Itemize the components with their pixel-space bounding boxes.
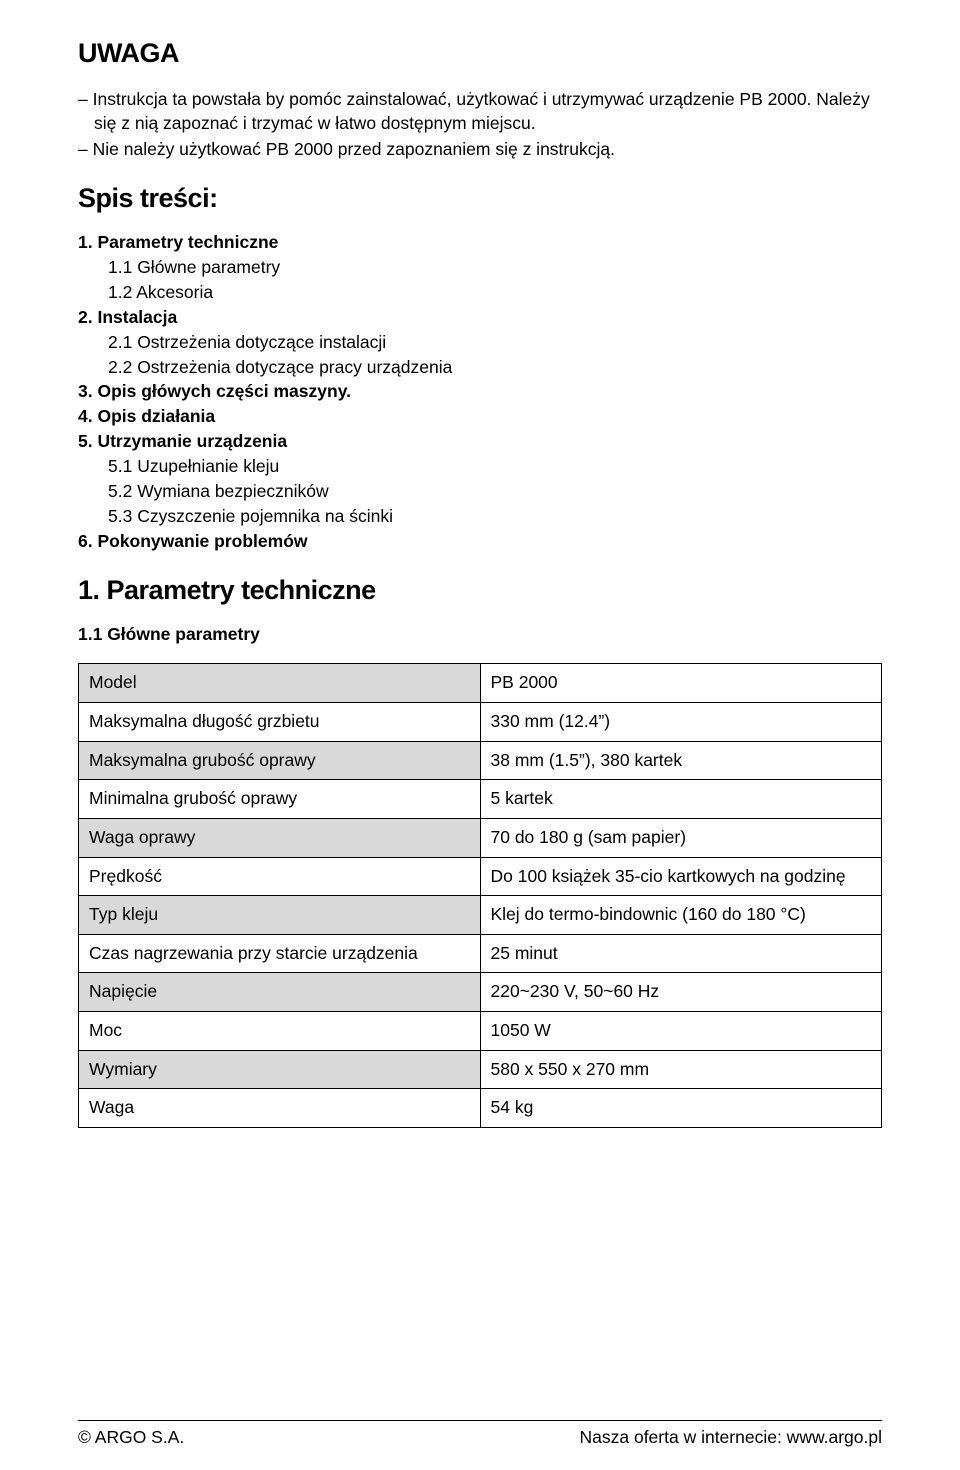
toc-item-l2: 1.1 Główne parametry — [78, 255, 882, 280]
toc-list: 1. Parametry techniczne1.1 Główne parame… — [78, 230, 882, 553]
table-row: Czas nagrzewania przy starcie urządzenia… — [79, 934, 882, 973]
param-value: 220~230 V, 50~60 Hz — [480, 973, 882, 1012]
page-footer: © ARGO S.A. Nasza oferta w internecie: w… — [78, 1420, 882, 1448]
section-1-1-heading: 1.1 Główne parametry — [78, 624, 882, 645]
param-value: 54 kg — [480, 1089, 882, 1128]
table-row: Typ klejuKlej do termo-bindownic (160 do… — [79, 896, 882, 935]
parameters-table: ModelPB 2000Maksymalna długość grzbietu3… — [78, 663, 882, 1128]
toc-item-l1: 4. Opis działania — [78, 404, 882, 429]
footer-left: © ARGO S.A. — [78, 1427, 184, 1448]
uwaga-list: Instrukcja ta powstała by pomóc zainstal… — [78, 87, 882, 161]
table-row: Waga oprawy70 do 180 g (sam papier) — [79, 818, 882, 857]
param-value: 580 x 550 x 270 mm — [480, 1050, 882, 1089]
toc-item-l1: 1. Parametry techniczne — [78, 230, 882, 255]
param-value: 1050 W — [480, 1012, 882, 1051]
toc-heading: Spis treści: — [78, 183, 882, 214]
param-label: Prędkość — [79, 857, 481, 896]
param-value: 330 mm (12.4”) — [480, 703, 882, 742]
toc-item-l2: 1.2 Akcesoria — [78, 280, 882, 305]
param-label: Typ kleju — [79, 896, 481, 935]
toc-item-l1: 3. Opis główych części maszyny. — [78, 379, 882, 404]
param-label: Waga — [79, 1089, 481, 1128]
table-row: Moc1050 W — [79, 1012, 882, 1051]
uwaga-item: Instrukcja ta powstała by pomóc zainstal… — [78, 87, 882, 135]
param-value: Klej do termo-bindownic (160 do 180 °C) — [480, 896, 882, 935]
toc-item-l2: 2.2 Ostrzeżenia dotyczące pracy urządzen… — [78, 355, 882, 380]
toc-item-l2: 5.3 Czyszczenie pojemnika na ścinki — [78, 504, 882, 529]
param-value: PB 2000 — [480, 664, 882, 703]
toc-item-l1: 2. Instalacja — [78, 305, 882, 330]
param-value: 38 mm (1.5”), 380 kartek — [480, 741, 882, 780]
uwaga-item: Nie należy użytkować PB 2000 przed zapoz… — [78, 137, 882, 161]
param-value: 25 minut — [480, 934, 882, 973]
table-row: PrędkośćDo 100 książek 35-cio kartkowych… — [79, 857, 882, 896]
table-row: Waga54 kg — [79, 1089, 882, 1128]
param-label: Napięcie — [79, 973, 481, 1012]
uwaga-heading: UWAGA — [78, 38, 882, 69]
footer-right: Nasza oferta w internecie: www.argo.pl — [580, 1427, 883, 1448]
param-label: Czas nagrzewania przy starcie urządzenia — [79, 934, 481, 973]
param-label: Minimalna grubość oprawy — [79, 780, 481, 819]
toc-item-l2: 2.1 Ostrzeżenia dotyczące instalacji — [78, 330, 882, 355]
param-value: 70 do 180 g (sam papier) — [480, 818, 882, 857]
table-row: Maksymalna długość grzbietu330 mm (12.4”… — [79, 703, 882, 742]
param-value: 5 kartek — [480, 780, 882, 819]
section-1-heading: 1. Parametry techniczne — [78, 575, 882, 606]
param-label: Maksymalna długość grzbietu — [79, 703, 481, 742]
table-row: Napięcie220~230 V, 50~60 Hz — [79, 973, 882, 1012]
param-label: Moc — [79, 1012, 481, 1051]
table-row: Maksymalna grubość oprawy38 mm (1.5”), 3… — [79, 741, 882, 780]
toc-item-l2: 5.1 Uzupełnianie kleju — [78, 454, 882, 479]
table-row: Minimalna grubość oprawy5 kartek — [79, 780, 882, 819]
table-row: ModelPB 2000 — [79, 664, 882, 703]
param-value: Do 100 książek 35-cio kartkowych na godz… — [480, 857, 882, 896]
param-label: Model — [79, 664, 481, 703]
toc-item-l2: 5.2 Wymiana bezpieczników — [78, 479, 882, 504]
param-label: Waga oprawy — [79, 818, 481, 857]
toc-item-l1: 6. Pokonywanie problemów — [78, 529, 882, 554]
param-label: Maksymalna grubość oprawy — [79, 741, 481, 780]
page: UWAGA Instrukcja ta powstała by pomóc za… — [0, 0, 960, 1470]
param-label: Wymiary — [79, 1050, 481, 1089]
table-row: Wymiary580 x 550 x 270 mm — [79, 1050, 882, 1089]
toc-item-l1: 5. Utrzymanie urządzenia — [78, 429, 882, 454]
